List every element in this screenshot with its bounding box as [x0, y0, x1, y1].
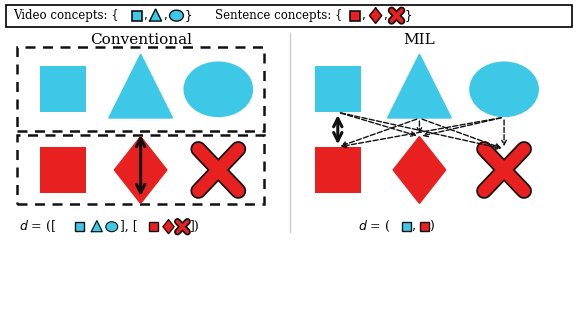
Bar — [40, 66, 86, 112]
Polygon shape — [388, 54, 451, 118]
Bar — [149, 222, 158, 231]
Ellipse shape — [183, 62, 253, 117]
Bar — [315, 66, 361, 112]
Text: }: } — [184, 9, 192, 22]
Text: ,: , — [164, 9, 167, 22]
Text: ,: , — [384, 9, 387, 22]
Bar — [315, 147, 361, 193]
Text: ,: , — [361, 9, 365, 22]
Text: MIL: MIL — [403, 33, 435, 46]
Ellipse shape — [169, 10, 183, 21]
Polygon shape — [109, 54, 172, 118]
Text: ]): ]) — [190, 220, 199, 233]
Bar — [420, 222, 429, 231]
Bar — [350, 11, 360, 21]
FancyBboxPatch shape — [6, 5, 572, 27]
Text: ,: , — [143, 9, 146, 22]
Polygon shape — [369, 8, 381, 23]
Text: Sentence concepts: {: Sentence concepts: { — [216, 9, 343, 22]
Ellipse shape — [469, 62, 539, 117]
FancyBboxPatch shape — [17, 135, 264, 204]
Polygon shape — [393, 137, 446, 204]
Polygon shape — [163, 220, 174, 234]
Text: Video concepts: {: Video concepts: { — [13, 9, 119, 22]
Text: ,: , — [413, 220, 417, 233]
Polygon shape — [150, 9, 162, 21]
Text: $d$ = (: $d$ = ( — [358, 219, 390, 234]
Polygon shape — [114, 137, 167, 204]
Bar — [402, 222, 411, 231]
Bar — [40, 147, 86, 193]
Text: ], [: ], [ — [120, 220, 138, 233]
Bar — [132, 11, 142, 21]
FancyBboxPatch shape — [17, 47, 264, 131]
Text: ): ) — [431, 220, 435, 233]
Text: }: } — [405, 9, 412, 22]
Ellipse shape — [106, 222, 118, 232]
Text: Conventional: Conventional — [90, 33, 192, 46]
Polygon shape — [91, 221, 102, 232]
Text: $d$ = ([: $d$ = ([ — [19, 219, 56, 234]
Bar — [75, 222, 84, 231]
